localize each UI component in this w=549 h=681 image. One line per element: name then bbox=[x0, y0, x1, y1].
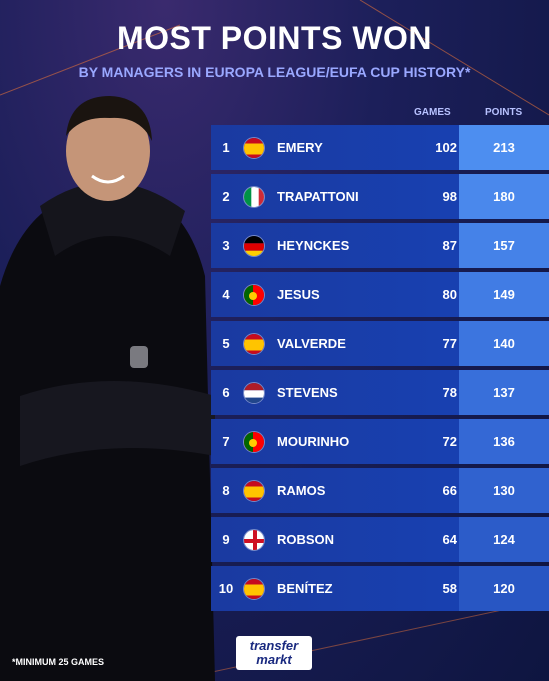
manager-name: ROBSON bbox=[277, 532, 335, 547]
rank: 8 bbox=[222, 483, 230, 498]
manager-name: HEYNCKES bbox=[277, 238, 350, 253]
rank: 1 bbox=[222, 140, 230, 155]
rank: 10 bbox=[218, 581, 234, 596]
rank: 7 bbox=[222, 434, 230, 449]
manager-name: VALVERDE bbox=[277, 336, 346, 351]
transfermarkt-logo: transfer markt bbox=[236, 636, 312, 670]
rank: 2 bbox=[222, 189, 230, 204]
games-value: 66 bbox=[442, 483, 457, 498]
games-value: 58 bbox=[442, 581, 457, 596]
manager-name: STEVENS bbox=[277, 385, 338, 400]
points-value: 213 bbox=[459, 125, 549, 170]
table-row: 2 TRAPATTONI 98 180 bbox=[211, 174, 549, 219]
games-value: 72 bbox=[442, 434, 457, 449]
points-value: 137 bbox=[459, 370, 549, 415]
rank: 6 bbox=[222, 385, 230, 400]
logo-line-1: transfer bbox=[249, 638, 299, 653]
spain-flag-icon bbox=[243, 479, 265, 502]
table-row: 4 JESUS 80 149 bbox=[211, 272, 549, 317]
page-subtitle: BY MANAGERS IN EUROPA LEAGUE/EUFA CUP HI… bbox=[78, 64, 471, 80]
italy-flag-icon bbox=[243, 185, 265, 208]
points-value: 149 bbox=[459, 272, 549, 317]
points-value: 130 bbox=[459, 468, 549, 513]
table-row: 7 MOURINHO 72 136 bbox=[211, 419, 549, 464]
points-value: 140 bbox=[459, 321, 549, 366]
points-value: 180 bbox=[459, 174, 549, 219]
spain-flag-icon bbox=[243, 332, 265, 355]
page-title: MOST POINTS WON bbox=[116, 20, 433, 56]
table-row: 8 RAMOS 66 130 bbox=[211, 468, 549, 513]
column-header-points: POINTS bbox=[485, 107, 523, 118]
manager-name: RAMOS bbox=[277, 483, 326, 498]
rank: 9 bbox=[222, 532, 230, 547]
footnote: *MINIMUM 25 GAMES bbox=[12, 657, 105, 667]
manager-name: EMERY bbox=[277, 140, 323, 155]
spain-flag-icon bbox=[243, 136, 265, 159]
points-value: 157 bbox=[459, 223, 549, 268]
portugal-flag-icon bbox=[243, 283, 265, 306]
table-row: 9 ROBSON 64 124 bbox=[211, 517, 549, 562]
spain-flag-icon bbox=[243, 577, 265, 600]
portugal-flag-icon bbox=[243, 430, 265, 453]
rank: 3 bbox=[222, 238, 230, 253]
manager-name: MOURINHO bbox=[277, 434, 350, 449]
games-value: 98 bbox=[442, 189, 457, 204]
points-value: 136 bbox=[459, 419, 549, 464]
germany-flag-icon bbox=[243, 234, 265, 257]
england-flag-icon bbox=[243, 528, 265, 551]
manager-name: JESUS bbox=[277, 287, 320, 302]
table-row: 1 EMERY 102 213 bbox=[211, 125, 549, 170]
netherlands-flag-icon bbox=[243, 381, 265, 404]
manager-name: TRAPATTONI bbox=[277, 189, 359, 204]
games-value: 102 bbox=[435, 140, 457, 155]
games-value: 80 bbox=[442, 287, 457, 302]
rank: 4 bbox=[222, 287, 230, 302]
games-value: 77 bbox=[442, 336, 457, 351]
games-value: 64 bbox=[442, 532, 457, 547]
games-value: 87 bbox=[442, 238, 457, 253]
column-header-games: GAMES bbox=[414, 107, 451, 118]
manager-name: BENÍTEZ bbox=[277, 581, 333, 596]
table-row: 6 STEVENS 78 137 bbox=[211, 370, 549, 415]
table-row: 5 VALVERDE 77 140 bbox=[211, 321, 549, 366]
rank: 5 bbox=[222, 336, 230, 351]
table-row: 3 HEYNCKES 87 157 bbox=[211, 223, 549, 268]
leaderboard-table: 1 EMERY 102 213 2 TRAPATTONI 98 180 3 HEYNCKES 87 1… bbox=[211, 125, 549, 615]
games-value: 78 bbox=[442, 385, 457, 400]
table-row: 10 BENÍTEZ 58 120 bbox=[211, 566, 549, 611]
points-value: 124 bbox=[459, 517, 549, 562]
manager-photo bbox=[0, 96, 215, 681]
points-value: 120 bbox=[459, 566, 549, 611]
logo-line-2: markt bbox=[256, 652, 292, 667]
